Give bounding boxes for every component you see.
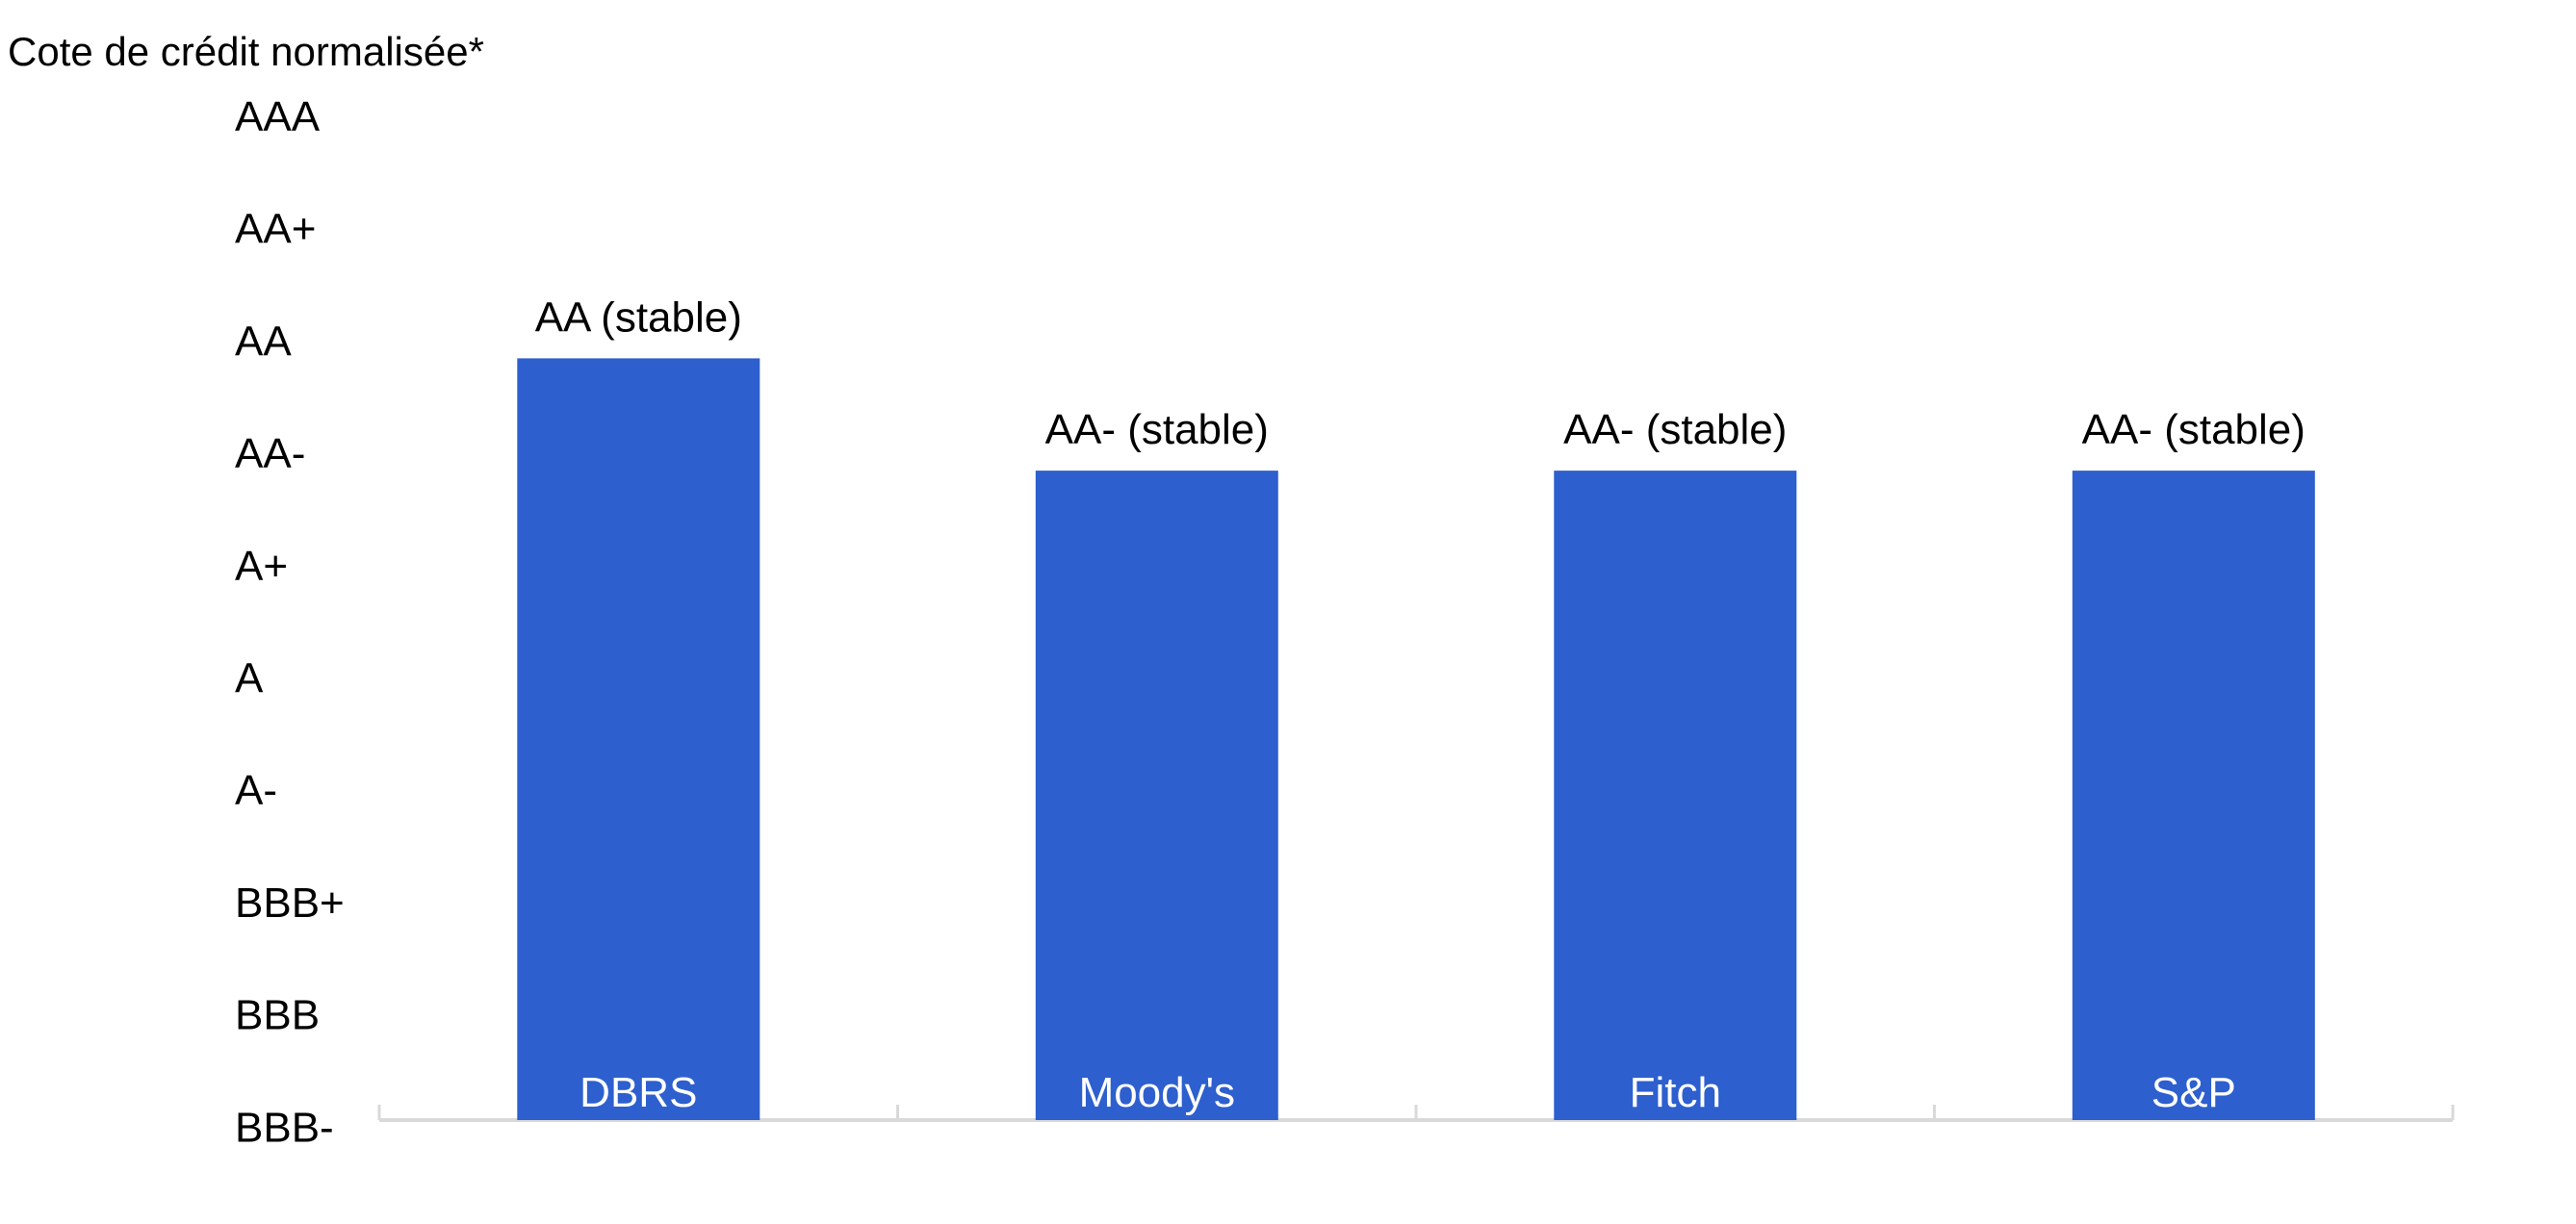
y-tick-label-aa: AA [235,318,292,365]
y-tick-label-aa: AA+ [235,206,316,253]
data-label-moody-s: AA- (stable) [1045,406,1269,453]
bar-dbrs [517,358,760,1120]
y-tick-label-bbb: BBB [235,992,320,1039]
category-label-moody-s: Moody's [1079,1069,1235,1116]
data-labels: AA (stable) AA- (stable) AA- (stable) AA- (… [535,293,2306,453]
y-tick-label-bbb: BBB+ [235,880,345,927]
category-labels: DBRS Moody's Fitch S&P [580,1069,2236,1116]
bars [517,358,2315,1121]
chart-title: Cote de crédit normalisée* [8,29,484,74]
y-tick-label-aaa: AAA [235,93,321,140]
data-label-dbrs: AA (stable) [535,293,742,341]
bar-s-p [2072,471,2315,1121]
y-tick-label-bbb: BBB- [235,1104,334,1151]
category-label-dbrs: DBRS [580,1069,697,1116]
data-label-s-p: AA- (stable) [2082,406,2306,453]
y-tick-label-a: A [235,655,264,702]
y-tick-label-aa: AA- [235,430,305,477]
bar-moody-s [1035,471,1278,1121]
data-label-fitch: AA- (stable) [1563,406,1787,453]
category-label-fitch: Fitch [1630,1069,1721,1116]
bar-fitch [1554,471,1797,1121]
y-tick-label-a: A+ [235,543,288,590]
category-label-s-p: S&P [2151,1069,2236,1116]
y-tick-label-a: A- [235,767,277,814]
